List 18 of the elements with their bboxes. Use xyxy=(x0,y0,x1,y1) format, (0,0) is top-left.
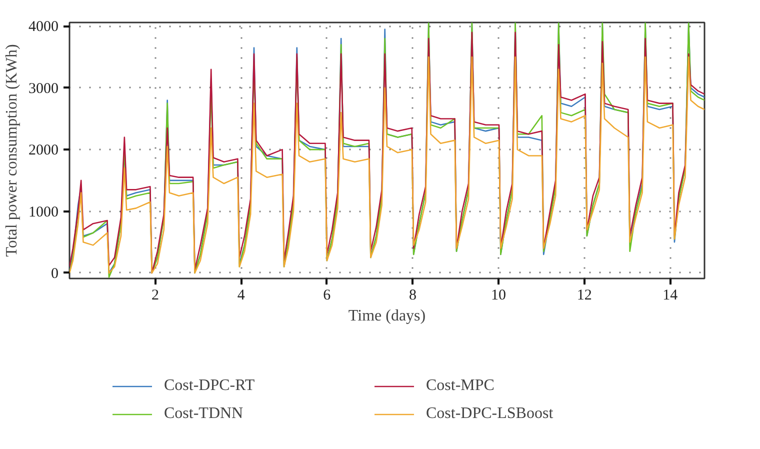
y-tick-label: 3000 xyxy=(28,80,58,97)
y-axis-title: Total power consumption (KWh) xyxy=(4,44,20,257)
legend-label: Cost-DPC-LSBoost xyxy=(426,405,554,423)
x-tick-label: 6 xyxy=(323,288,332,304)
legend-label: Cost-DPC-RT xyxy=(164,377,256,395)
y-tick-label: 0 xyxy=(51,266,58,282)
y-tick-label: 4000 xyxy=(28,19,58,36)
x-tick-label: 8 xyxy=(408,288,416,304)
x-axis-title: Time (days) xyxy=(348,308,426,324)
x-tick-label: 14 xyxy=(662,288,678,304)
x-tick-label: 4 xyxy=(237,288,246,304)
legend-label: Cost-MPC xyxy=(426,377,496,395)
legend-label: Cost-TDNN xyxy=(164,405,244,423)
x-tick-label: 12 xyxy=(576,288,592,304)
y-tick-label: 2000 xyxy=(28,142,58,159)
y-tick-label: 1000 xyxy=(28,204,58,220)
x-tick-label: 2 xyxy=(152,288,160,304)
x-tick-label: 10 xyxy=(491,288,506,304)
